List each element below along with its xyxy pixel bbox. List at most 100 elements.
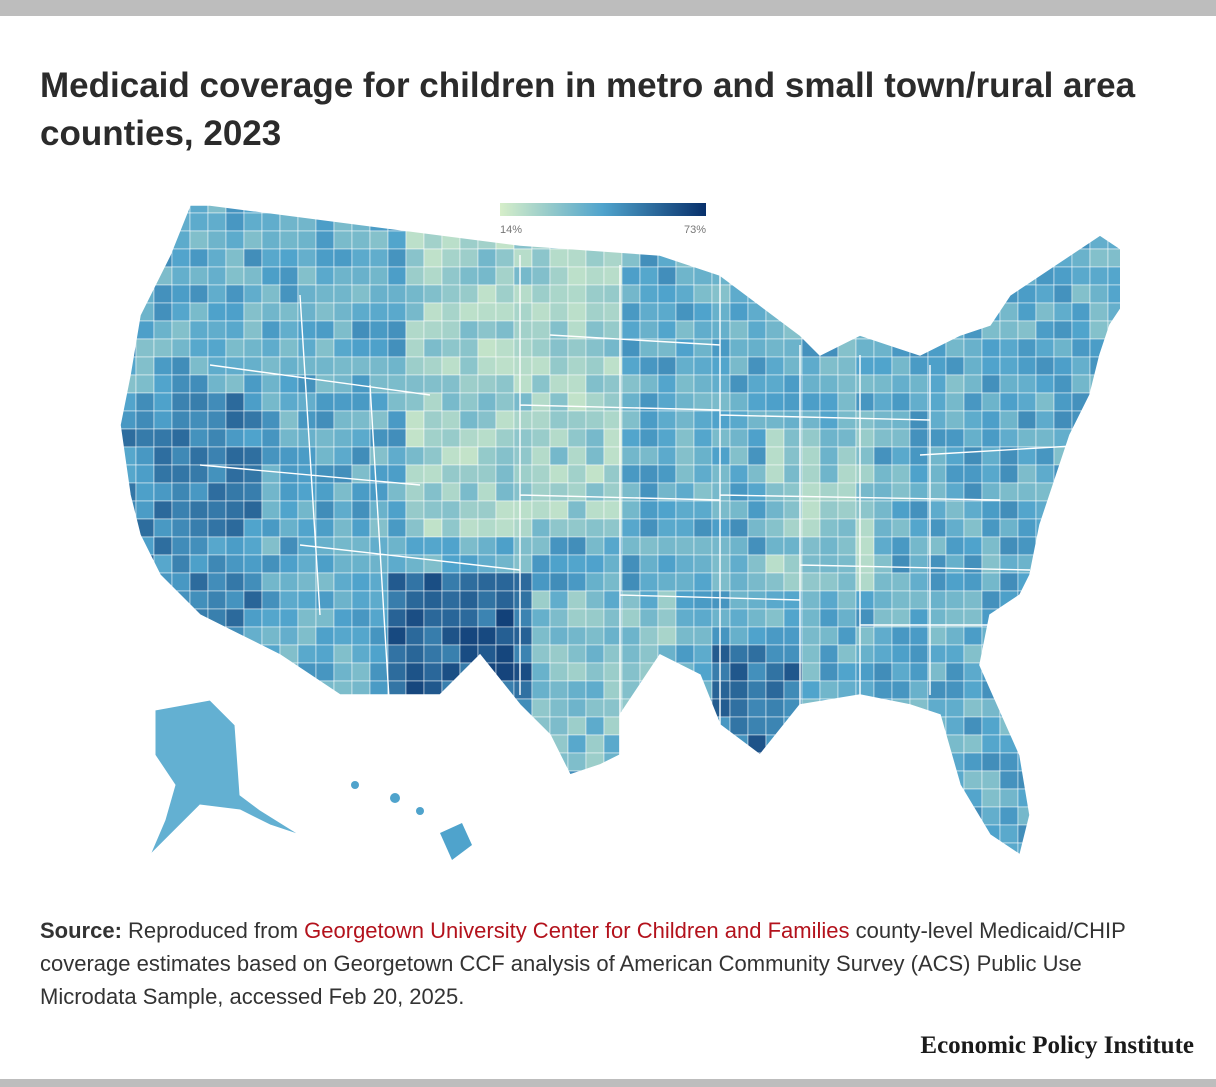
county-cell	[981, 302, 1001, 322]
county-cell	[153, 662, 173, 682]
county-cell	[819, 554, 839, 574]
county-cell	[315, 482, 335, 502]
county-cell	[567, 302, 587, 322]
county-cell	[369, 356, 389, 376]
county-cell	[531, 842, 551, 855]
county-cell	[1035, 302, 1055, 322]
county-cell	[549, 590, 569, 610]
county-cell	[351, 320, 371, 340]
county-cell	[207, 212, 227, 232]
county-cell	[405, 212, 425, 232]
county-cell	[225, 662, 245, 682]
county-cell	[819, 734, 839, 754]
county-cell	[477, 464, 497, 484]
county-cell	[1071, 662, 1091, 682]
county-cell	[999, 212, 1019, 232]
county-cell	[585, 572, 605, 592]
county-cell	[693, 284, 713, 304]
county-cell	[1089, 266, 1109, 286]
choropleth-map[interactable]: 14% 73%	[100, 195, 1120, 875]
county-cell	[225, 536, 245, 556]
county-cell	[225, 500, 245, 520]
county-cell	[729, 266, 749, 286]
county-cell	[243, 698, 263, 718]
county-cell	[981, 446, 1001, 466]
county-cell	[1071, 302, 1091, 322]
county-cell	[243, 392, 263, 412]
county-cell	[100, 753, 118, 771]
county-cell	[567, 572, 587, 592]
county-cell	[783, 248, 803, 268]
county-cell	[459, 626, 479, 646]
county-cell	[1053, 205, 1073, 214]
county-cell	[909, 824, 929, 844]
county-cell	[495, 806, 515, 826]
county-cell	[405, 266, 425, 286]
county-cell	[100, 573, 118, 591]
county-cell	[531, 356, 551, 376]
county-cell	[873, 356, 893, 376]
county-cell	[189, 518, 209, 538]
county-cell	[747, 338, 767, 358]
county-cell	[549, 842, 569, 855]
county-cell	[315, 806, 335, 826]
county-cell	[927, 788, 947, 808]
county-cell	[747, 806, 767, 826]
county-cell	[477, 680, 497, 700]
county-cell	[999, 824, 1019, 844]
county-cell	[693, 644, 713, 664]
county-cell	[297, 770, 317, 790]
county-cell	[351, 482, 371, 502]
county-cell	[261, 788, 281, 808]
county-cell	[819, 500, 839, 520]
county-cell	[999, 374, 1019, 394]
county-cell	[1107, 410, 1120, 430]
county-cell	[1071, 428, 1091, 448]
county-cell	[549, 302, 569, 322]
county-cell	[207, 536, 227, 556]
county-cell	[747, 518, 767, 538]
county-cell	[243, 212, 263, 232]
county-cell	[729, 788, 749, 808]
county-cell	[369, 752, 389, 772]
county-cell	[513, 644, 533, 664]
county-cell	[1053, 284, 1073, 304]
county-cell	[387, 824, 407, 844]
county-cell	[549, 788, 569, 808]
county-cell	[405, 320, 425, 340]
county-cell	[999, 572, 1019, 592]
county-cell	[945, 698, 965, 718]
county-cell	[837, 320, 857, 340]
county-cell	[567, 626, 587, 646]
source-link[interactable]: Georgetown University Center for Childre…	[304, 918, 850, 943]
county-cell	[1035, 536, 1055, 556]
county-cell	[280, 861, 298, 875]
county-cell	[423, 356, 443, 376]
county-cell	[261, 302, 281, 322]
county-cell	[120, 590, 137, 610]
county-cell	[532, 861, 550, 875]
county-cell	[819, 536, 839, 556]
county-cell	[243, 338, 263, 358]
county-cell	[891, 734, 911, 754]
county-cell	[963, 338, 983, 358]
county-cell	[909, 770, 929, 790]
county-cell	[1017, 806, 1037, 826]
county-cell	[279, 248, 299, 268]
county-cell	[369, 680, 389, 700]
county-cell	[387, 842, 407, 855]
county-cell	[153, 320, 173, 340]
county-cell	[1035, 320, 1055, 340]
county-cell	[963, 230, 983, 250]
county-cell	[693, 356, 713, 376]
county-cell	[819, 446, 839, 466]
county-cell	[207, 806, 227, 826]
county-cell	[945, 374, 965, 394]
county-cell	[675, 302, 695, 322]
county-cell	[549, 644, 569, 664]
county-cell	[369, 590, 389, 610]
county-cell	[1017, 302, 1037, 322]
county-cell	[891, 302, 911, 322]
county-cell	[909, 806, 929, 826]
county-cell	[171, 248, 191, 268]
